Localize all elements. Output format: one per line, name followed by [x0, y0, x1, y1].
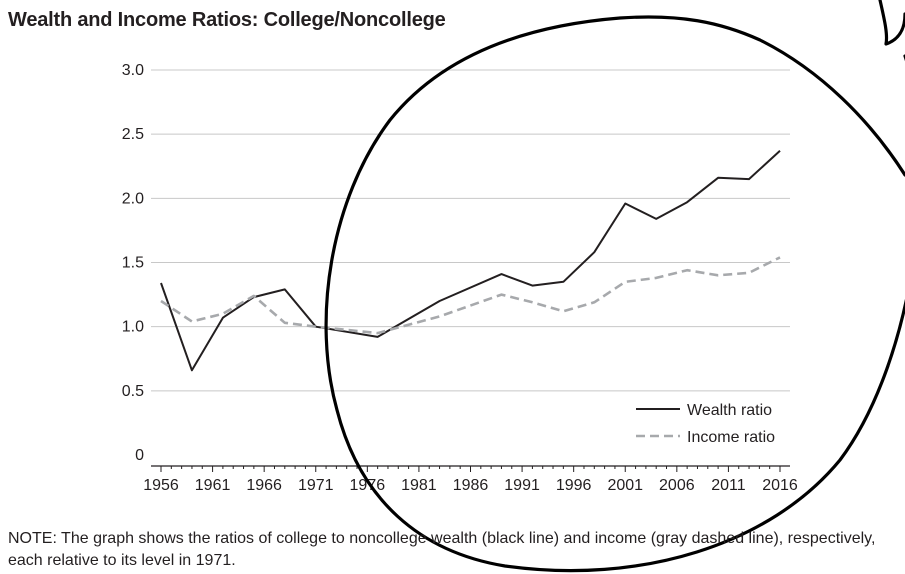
x-tick-label: 1981 [401, 477, 437, 494]
y-tick-label: 0.5 [122, 383, 144, 400]
chart-note: NOTE: The graph shows the ratios of coll… [8, 530, 876, 569]
legend-income-label: Income ratio [687, 429, 775, 446]
grid-lines [151, 69, 790, 392]
legend-wealth-label: Wealth ratio [687, 402, 772, 419]
x-tick-label: 2006 [659, 477, 695, 494]
x-axis-labels: 1956 1961 1966 1971 1976 1981 1986 1991 1996 2001… [143, 477, 798, 494]
wealth-ratio-line [160, 150, 781, 372]
x-tick-label: 2016 [762, 477, 798, 494]
y-tick-label: 0 [135, 447, 144, 464]
series-lines [160, 150, 781, 372]
y-tick-label: 1.0 [122, 319, 144, 336]
y-tick-label: 1.5 [122, 255, 144, 272]
x-axis [151, 465, 790, 472]
x-tick-label: 1971 [298, 477, 334, 494]
x-tick-label: 1996 [556, 477, 592, 494]
y-tick-label: 3.0 [122, 62, 144, 79]
y-tick-label: 2.5 [122, 126, 144, 143]
legend: Wealth ratio Income ratio [636, 402, 775, 446]
x-tick-label: 2011 [711, 477, 746, 494]
hand-drawn-annotation [324, 0, 905, 573]
hand-drawn-circle [324, 0, 905, 573]
income-ratio-line [160, 256, 781, 335]
x-tick-label: 1986 [453, 477, 489, 494]
chart-title: Wealth and Income Ratios: College/Noncol… [8, 9, 446, 31]
x-tick-label: 2001 [607, 477, 643, 494]
x-tick-label: 1956 [143, 477, 179, 494]
x-tick-label: 1991 [504, 477, 540, 494]
y-tick-label: 2.0 [122, 190, 144, 207]
x-tick-label: 1961 [195, 477, 231, 494]
y-axis-labels: 0 0.5 1.0 1.5 2.0 2.5 3.0 [122, 62, 144, 464]
x-tick-label: 1976 [350, 477, 386, 494]
x-tick-label: 1966 [246, 477, 282, 494]
